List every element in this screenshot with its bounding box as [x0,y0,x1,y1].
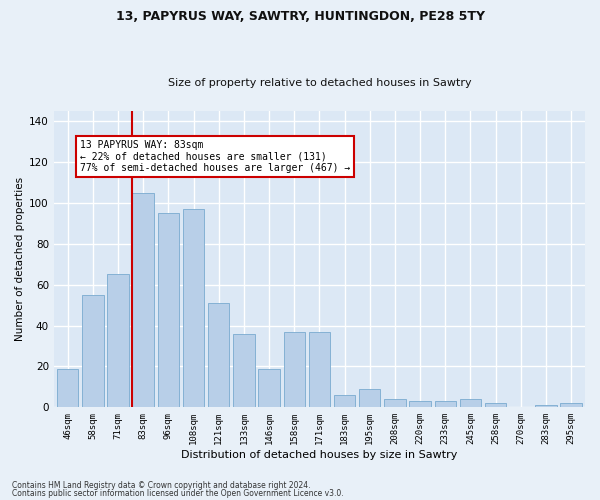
Bar [57,368,79,408]
Bar [82,295,104,408]
Bar [334,395,355,407]
Text: Contains HM Land Registry data © Crown copyright and database right 2024.: Contains HM Land Registry data © Crown c… [12,480,311,490]
Bar [384,399,406,407]
Bar [107,274,128,407]
Bar [259,368,280,408]
Bar [158,213,179,408]
Title: Size of property relative to detached houses in Sawtry: Size of property relative to detached ho… [167,78,471,88]
Bar [284,332,305,407]
Bar [535,406,557,407]
Text: Contains public sector information licensed under the Open Government Licence v3: Contains public sector information licen… [12,489,344,498]
Bar [409,401,431,407]
Y-axis label: Number of detached properties: Number of detached properties [15,177,25,341]
Bar [308,332,330,407]
Bar [434,401,456,407]
Text: 13, PAPYRUS WAY, SAWTRY, HUNTINGDON, PE28 5TY: 13, PAPYRUS WAY, SAWTRY, HUNTINGDON, PE2… [115,10,485,23]
Bar [485,403,506,407]
Bar [133,192,154,408]
Bar [183,209,204,408]
Text: 13 PAPYRUS WAY: 83sqm
← 22% of detached houses are smaller (131)
77% of semi-det: 13 PAPYRUS WAY: 83sqm ← 22% of detached … [80,140,350,173]
Bar [460,399,481,407]
X-axis label: Distribution of detached houses by size in Sawtry: Distribution of detached houses by size … [181,450,458,460]
Bar [233,334,254,407]
Bar [208,303,229,408]
Bar [359,389,380,407]
Bar [560,403,582,407]
